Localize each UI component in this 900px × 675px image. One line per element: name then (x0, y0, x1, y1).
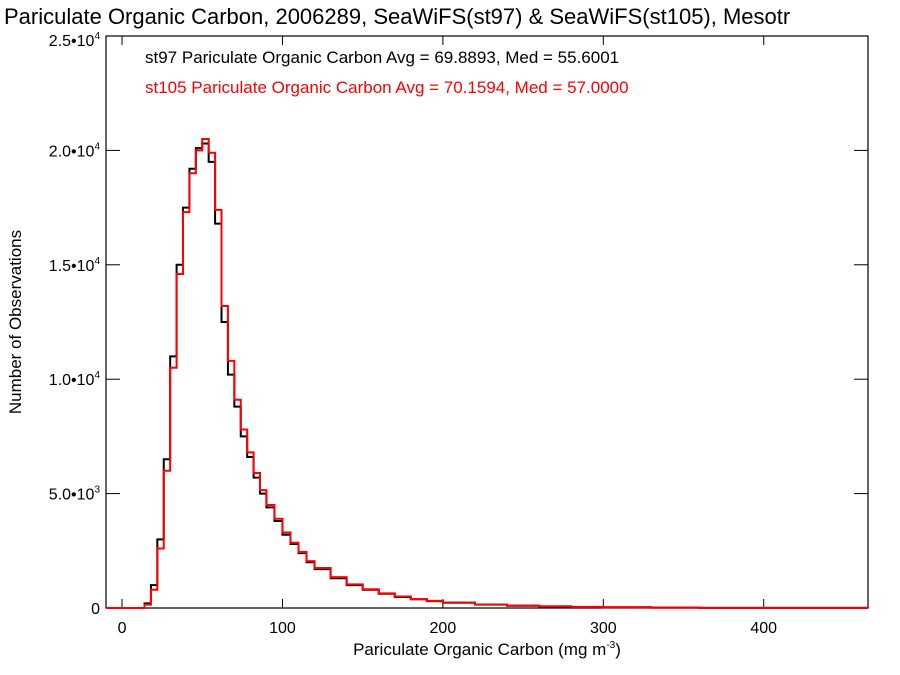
y-tick-label-3: 1.5•104 (49, 256, 101, 275)
y-tick-exponent-2: 4 (94, 370, 100, 381)
y-tick-mantissa-2: 1.0•10 (49, 372, 95, 389)
y-tick-label-0: 0 (91, 601, 100, 618)
x-axis: 0 100 200 300 400 (118, 36, 777, 637)
chart-title: Pariculate Organic Carbon, 2006289, SeaW… (4, 4, 790, 29)
y-tick-label-1: 5.0•103 (49, 485, 101, 504)
x-tick-label-1: 100 (269, 620, 296, 637)
y-tick-exponent-3: 4 (94, 256, 100, 267)
y-tick-mantissa-5: 2.5•10 (49, 33, 95, 50)
plot-frame (105, 35, 869, 609)
x-tick-label-0: 0 (118, 620, 127, 637)
x-axis-label: Pariculate Organic Carbon (mg m-3) (353, 640, 621, 659)
legend-entry-st105: st105 Pariculate Organic Carbon Avg = 70… (145, 78, 629, 97)
y-tick-mantissa-0: 0 (91, 601, 100, 618)
x-tick-label-4: 400 (750, 620, 777, 637)
y-tick-exponent-4: 4 (94, 141, 100, 152)
y-tick-mantissa-4: 2.0•10 (49, 143, 95, 160)
x-tick-label-2: 200 (430, 620, 457, 637)
x-tick-label-3: 300 (590, 620, 617, 637)
y-tick-exponent-5: 4 (94, 31, 100, 42)
y-tick-exponent-1: 3 (94, 485, 100, 496)
series-layer (106, 137, 869, 609)
series-line-0 (106, 142, 869, 609)
legend: st97 Pariculate Organic Carbon Avg = 69.… (145, 48, 629, 97)
y-tick-mantissa-1: 5.0•10 (49, 487, 95, 504)
series-line-1 (106, 137, 869, 609)
y-tick-label-5: 2.5•104 (49, 31, 101, 50)
y-tick-mantissa-3: 1.5•10 (49, 258, 95, 275)
y-tick-label-4: 2.0•104 (49, 141, 101, 160)
legend-entry-st97: st97 Pariculate Organic Carbon Avg = 69.… (145, 48, 619, 67)
y-tick-label-2: 1.0•104 (49, 370, 101, 389)
y-axis-label: Number of Observations (6, 230, 25, 414)
